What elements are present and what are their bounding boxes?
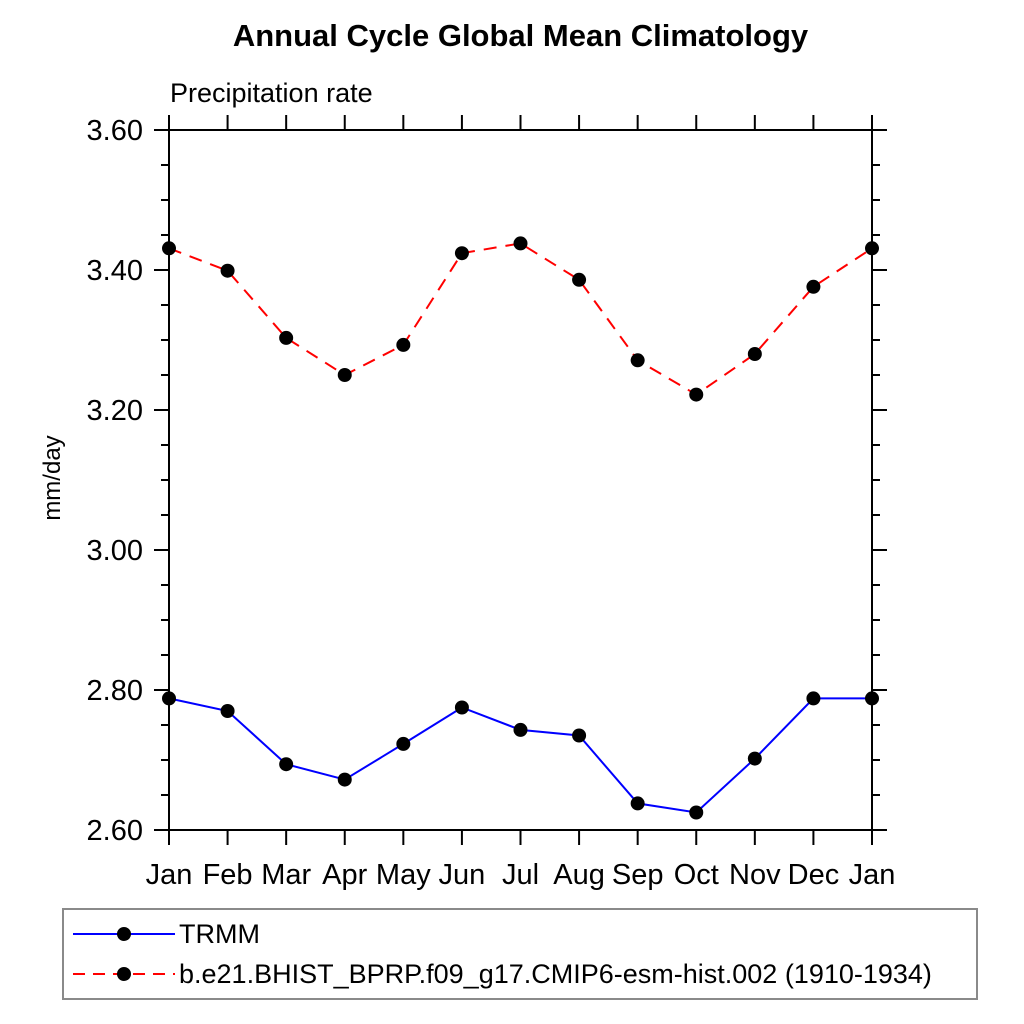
data-point-marker [689, 387, 704, 402]
x-axis-tick-label: Oct [674, 859, 719, 891]
y-axis-tick-label: 3.20 [87, 395, 143, 427]
x-axis-tick-label: Jun [439, 859, 486, 891]
y-axis-tick-label: 2.80 [87, 675, 143, 707]
data-point-marker [396, 337, 411, 352]
x-axis-tick-label: Feb [203, 859, 253, 891]
page-title: Annual Cycle Global Mean Climatology [232, 18, 809, 53]
data-point-marker [220, 704, 235, 718]
data-point-marker [162, 241, 176, 256]
data-point-marker [337, 772, 352, 787]
data-point-marker [454, 246, 469, 261]
x-axis-tick-label: Aug [553, 859, 605, 891]
data-point-marker [865, 241, 879, 256]
y-axis-tick-label: 3.00 [87, 535, 143, 567]
data-point-marker [513, 722, 528, 737]
data-point-marker [396, 736, 411, 751]
data-point-marker [865, 691, 879, 706]
chart-subtitle: Precipitation rate [170, 78, 373, 108]
y-axis-tick-label: 2.60 [87, 815, 143, 847]
x-axis-tick-label: Jan [849, 859, 896, 891]
data-point-marker [630, 353, 645, 368]
data-point-marker [454, 700, 469, 715]
model-line-sample [73, 967, 175, 981]
legend-box: TRMM b.e21.BHIST_BPRP.f09_g17.CMIP6-esm-… [62, 908, 978, 1000]
data-point-marker [513, 236, 528, 251]
data-point-marker [220, 263, 235, 278]
y-axis-ticks [154, 129, 887, 831]
x-axis-tick-label: Nov [729, 859, 781, 891]
x-axis-tick-label: Jan [146, 859, 193, 891]
legend-label-model: b.e21.BHIST_BPRP.f09_g17.CMIP6-esm-hist.… [179, 958, 932, 989]
series-line-trmm [168, 697, 872, 814]
data-point-marker [337, 368, 352, 382]
data-point-marker [279, 330, 294, 345]
x-axis-tick-label: Apr [322, 859, 367, 891]
x-axis-tick-label: Mar [261, 859, 311, 891]
data-point-marker [630, 796, 645, 811]
data-point-marker [806, 691, 821, 706]
data-point-marker [279, 757, 294, 772]
data-point-marker [747, 347, 762, 361]
series-markers-trmm [162, 691, 879, 820]
legend-row-trmm: TRMM [69, 919, 976, 949]
data-point-marker [572, 272, 587, 287]
y-axis-tick-label: 3.40 [87, 255, 143, 287]
series-markers-model [162, 236, 879, 402]
legend-row-model: b.e21.BHIST_BPRP.f09_g17.CMIP6-esm-hist.… [69, 959, 976, 989]
x-axis-tick-label: May [376, 859, 431, 891]
series-line-model [168, 242, 873, 396]
x-axis-tick-label: Sep [612, 859, 664, 891]
y-axis-tick-labels: 2.60 2.80 3.00 3.20 3.40 3.60 [87, 115, 143, 847]
data-point-marker [572, 728, 587, 743]
y-axis-tick-label: 3.60 [87, 115, 143, 147]
trmm-line-sample [73, 927, 175, 941]
x-axis-tick-label: Jul [502, 859, 539, 891]
x-axis-tick-labels: Jan Feb Mar Apr May Jun Jul Aug Sep Oct Nov Dec Jan [146, 859, 896, 891]
x-axis-ticks [168, 115, 873, 845]
data-point-marker [162, 691, 176, 706]
legend-label-trmm: TRMM [179, 918, 260, 949]
data-point-marker [747, 751, 762, 766]
data-point-marker [806, 279, 821, 294]
x-axis-tick-label: Dec [788, 859, 840, 891]
data-point-marker [689, 805, 704, 820]
